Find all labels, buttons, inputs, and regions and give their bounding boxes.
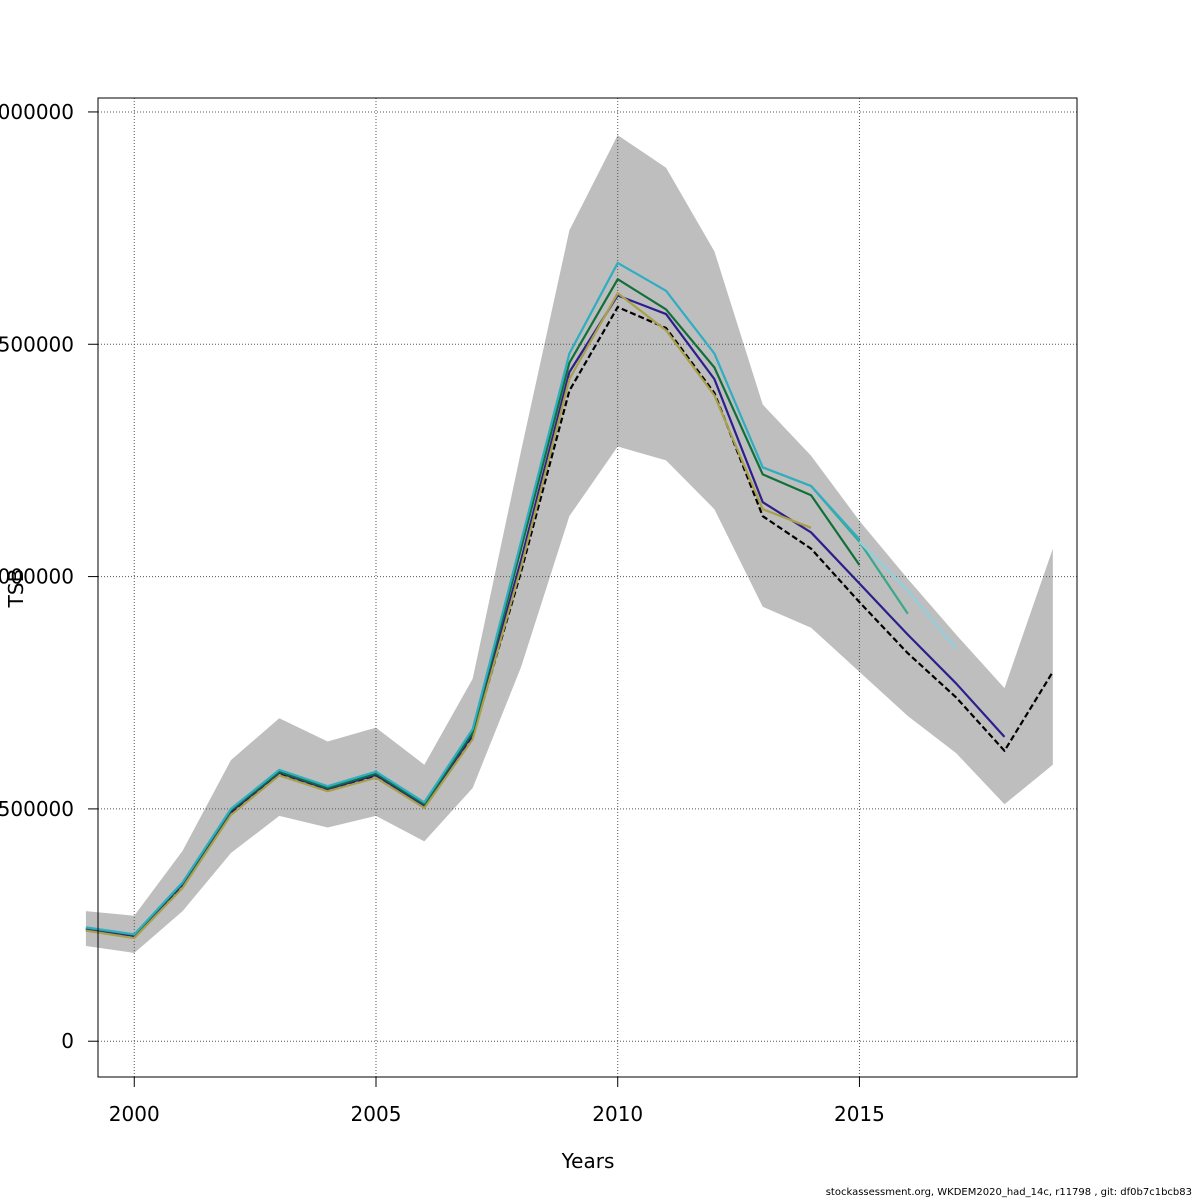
y-axis-title: TSB xyxy=(4,569,28,609)
plot-frame xyxy=(97,97,1078,1078)
x-tick-label: 2015 xyxy=(834,1102,885,1126)
x-tick-label: 2005 xyxy=(351,1102,402,1126)
series-line-3 xyxy=(85,292,812,940)
y-tick-label: 500000 xyxy=(0,797,74,821)
plot-area: 2000 2005 2010 2015 0 500000 1000000 1500000 200… xyxy=(0,97,1078,1126)
x-tick-label: 2010 xyxy=(592,1102,643,1126)
y-tick-label: 1000000 xyxy=(0,565,74,589)
x-axis-title: Years xyxy=(561,1149,615,1173)
y-tick-label: 2000000 xyxy=(0,100,74,124)
confidence-band xyxy=(85,135,1053,953)
y-tick-label: 1500000 xyxy=(0,332,74,356)
y-tick-label: 0 xyxy=(61,1029,74,1053)
footer-credit: stockassessment.org, WKDEM2020_had_14c, … xyxy=(825,1187,1192,1198)
series-line-6 xyxy=(85,261,861,936)
x-tick-label: 2000 xyxy=(109,1102,160,1126)
series-line-7 xyxy=(858,540,957,650)
